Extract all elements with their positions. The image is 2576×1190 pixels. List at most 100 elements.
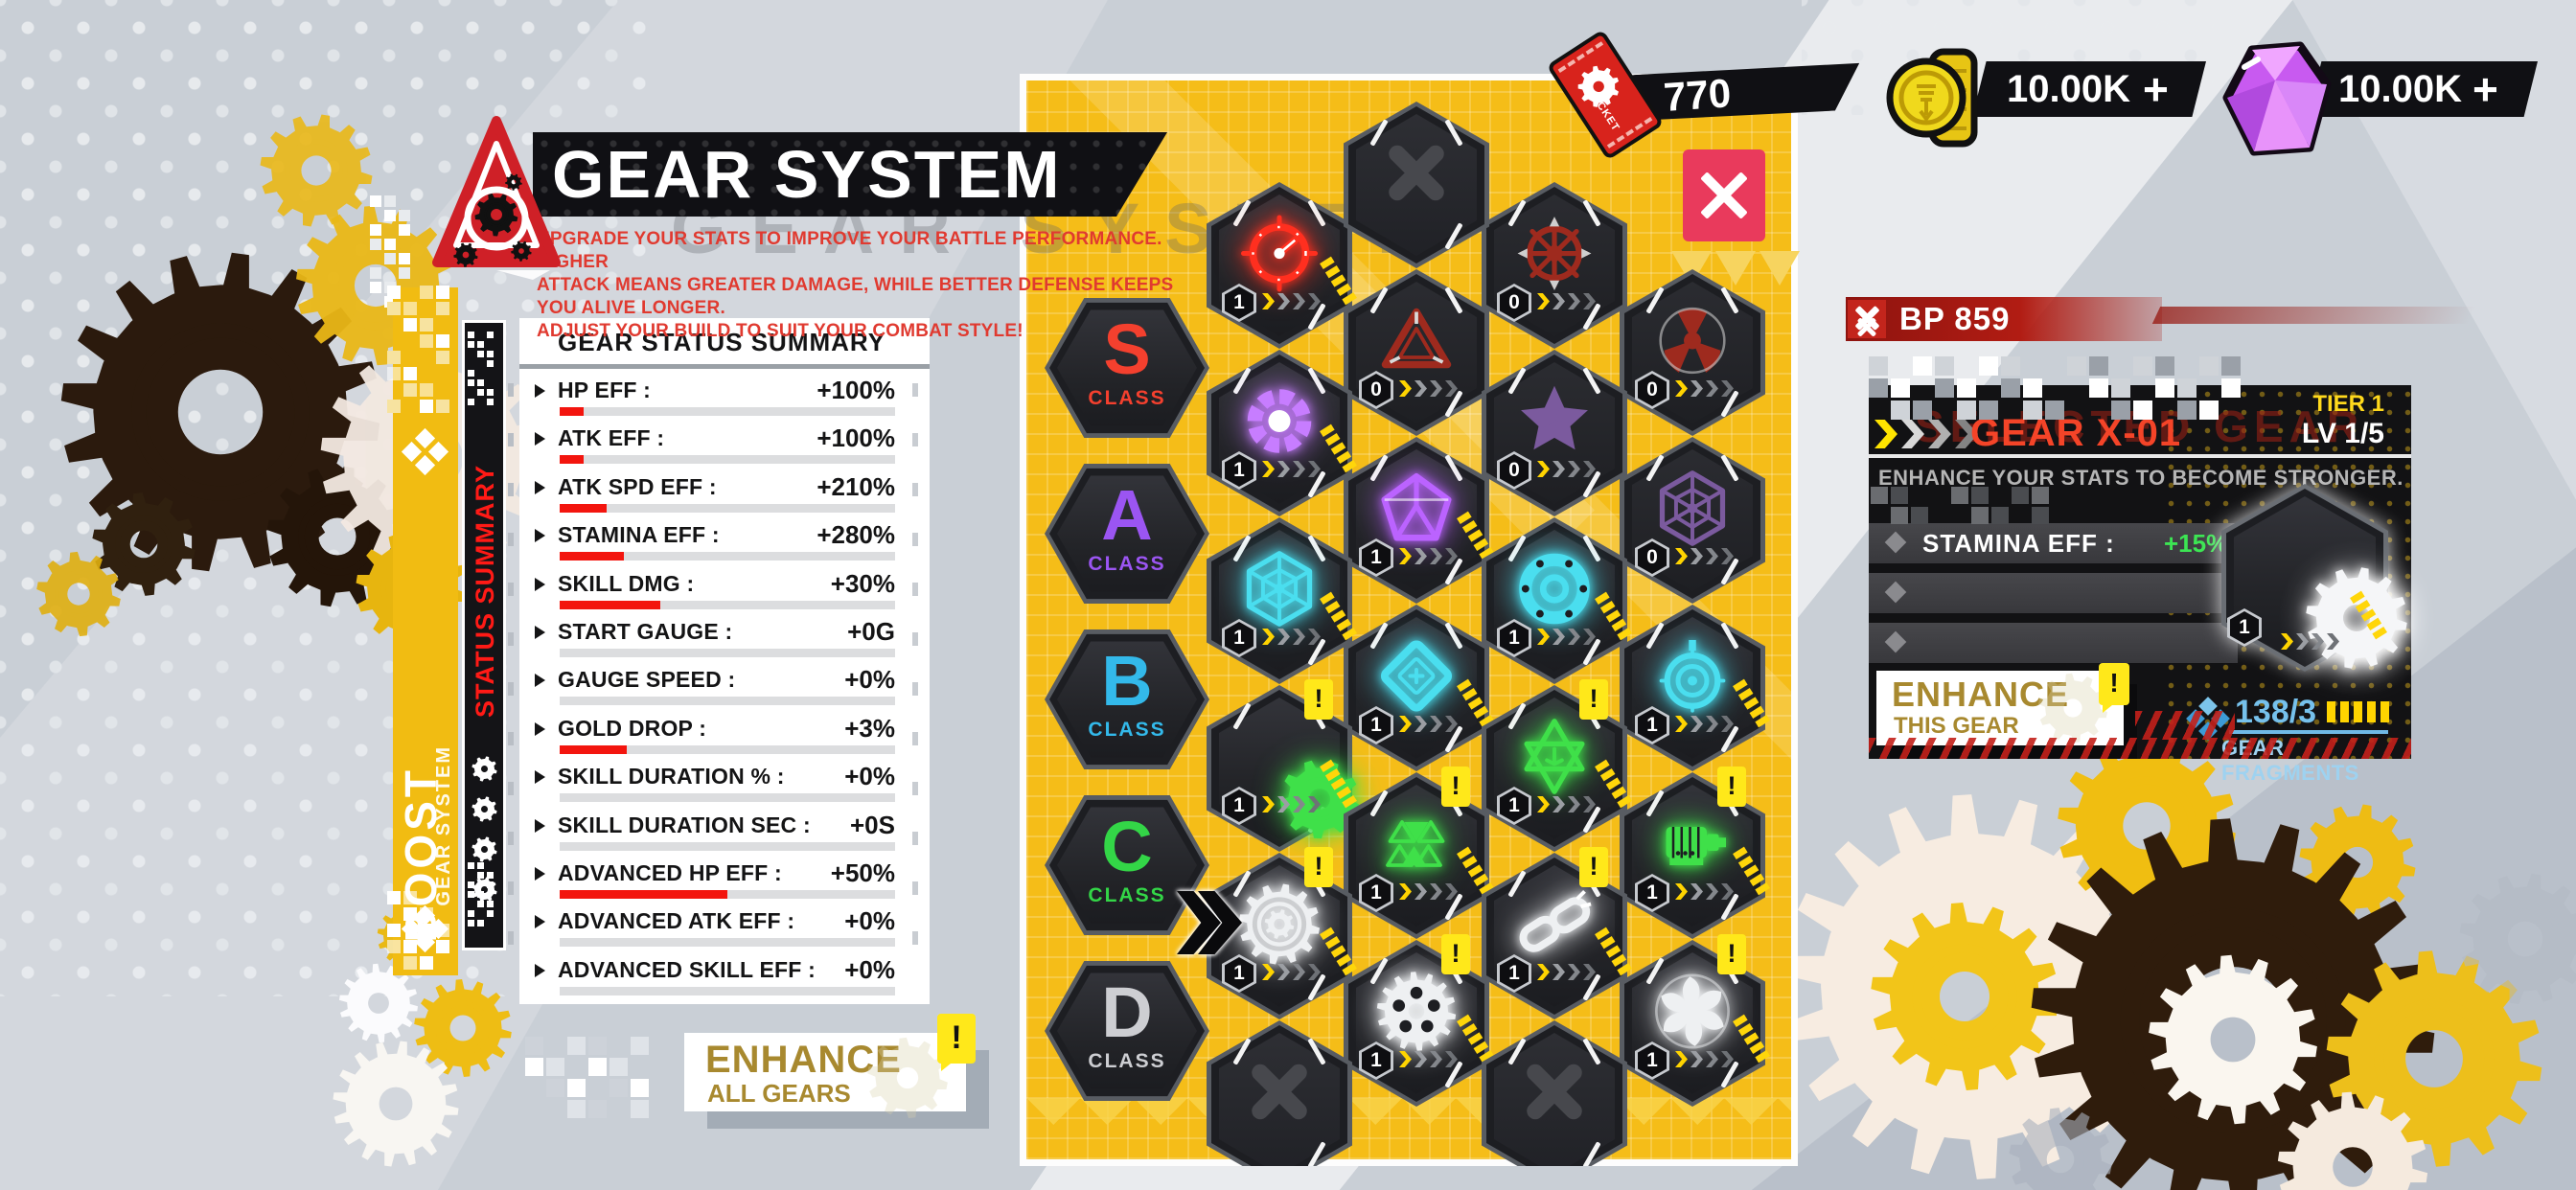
alert-badge: ! <box>1304 847 1333 887</box>
stat-label: START GAUGE : <box>558 619 733 644</box>
stat-value: +0G <box>847 617 895 646</box>
battle-power-banner: BP 859 <box>1846 297 2162 341</box>
status-row: ATK EFF : +100% <box>519 423 930 473</box>
row-marker-icon <box>535 818 545 833</box>
chevrons-icon <box>1537 461 1596 477</box>
selected-gear-tier: TIER 1 <box>2312 391 2384 417</box>
stat-value: +0% <box>844 906 895 936</box>
gear-hex-lattice[interactable]: 1 ! <box>1207 517 1357 684</box>
row-marker-icon <box>535 480 545 494</box>
stat-value: +0% <box>844 665 895 695</box>
divider <box>519 364 930 369</box>
gear-level-badge: 1 <box>1635 706 1669 744</box>
stat-progress-bar <box>560 407 895 416</box>
gear-icon <box>1241 1053 1318 1134</box>
empty-gear-slot: ! <box>1344 102 1489 268</box>
stat-value: +210% <box>816 471 895 501</box>
chevrons-icon <box>1262 964 1321 980</box>
gear-icon <box>1378 134 1455 216</box>
gear-spiderweb[interactable]: 0 ! <box>1620 437 1765 604</box>
gear-level-badge: 1 <box>1222 954 1256 993</box>
gear-star-pinwheel[interactable]: 0 ! <box>1482 350 1627 516</box>
coin-counter: 10.00K + <box>1972 61 2206 117</box>
chevrons-icon <box>1537 629 1596 645</box>
gear-radiation[interactable]: 0 ! <box>1620 269 1765 436</box>
gear-ball-bearing[interactable]: 1 ! <box>1482 517 1632 684</box>
alert-badge: ! <box>937 1014 976 1071</box>
class-letter: D <box>1101 973 1153 1052</box>
stat-progress-bar <box>560 503 895 513</box>
page-tagline: UPGRADE YOUR STATS TO IMPROVE YOUR BATTL… <box>537 229 1174 341</box>
status-row: STAMINA EFF : +280% <box>519 520 930 570</box>
stat-label: GAUGE SPEED : <box>558 667 736 693</box>
row-marker-icon <box>535 770 545 785</box>
gear-hexagram[interactable]: 1 ! <box>1482 679 1632 852</box>
stat-label: ADVANCED ATK EFF : <box>558 908 795 934</box>
gear-level-badge: 1 <box>1497 954 1531 993</box>
gear-speed-gauge[interactable]: 1 ! <box>1207 182 1357 349</box>
status-row: SKILL DURATION SEC : +0S <box>519 811 930 860</box>
gear-gyroscope[interactable]: 1 ! <box>1620 605 1770 771</box>
gear-icon <box>1514 380 1595 466</box>
gear-stat-label: STAMINA EFF : <box>1922 529 2115 558</box>
stat-progress-bar <box>560 744 895 754</box>
stat-value: +50% <box>830 858 895 887</box>
gear-icon <box>1236 881 1322 972</box>
gear-stat-row <box>1869 623 2238 663</box>
stat-value: +30% <box>830 568 895 598</box>
class-hex-b: B CLASS <box>1045 627 1209 772</box>
chevrons-icon <box>1537 293 1596 309</box>
gear-arc-reactor[interactable]: 1 ! <box>1207 350 1357 516</box>
enhance-all-gears-button[interactable]: ENHANCE ALL GEARS <box>684 1033 966 1119</box>
gear-turbine-fan[interactable]: 1 ! <box>1620 934 1770 1107</box>
class-letter: C <box>1101 807 1153 886</box>
gear-green-cog[interactable]: 1 ! <box>1207 679 1359 852</box>
chevrons-icon <box>1399 548 1458 564</box>
gear-motor[interactable]: 1 ! <box>1620 767 1770 939</box>
page-title: GEAR SYSTEM <box>552 137 1062 212</box>
add-coins-button[interactable]: + <box>2143 64 2169 114</box>
chevrons-icon <box>1262 629 1321 645</box>
gear-chain-links[interactable]: 1 ! <box>1482 847 1632 1019</box>
alert-badge: ! <box>1441 767 1470 807</box>
close-button[interactable] <box>1683 149 1765 241</box>
alert-badge: ! <box>1579 847 1608 887</box>
gear-spiked-wheel[interactable]: 0 ! <box>1482 182 1627 349</box>
gear-icon <box>1654 635 1731 721</box>
gear-level-badge: 0 <box>1635 538 1669 577</box>
enhance-this-label-2: THIS GEAR <box>1894 713 2019 739</box>
status-row: GOLD DROP : +3% <box>519 714 930 764</box>
chevrons-icon <box>1675 380 1734 397</box>
class-letter: A <box>1101 475 1153 555</box>
row-marker-icon <box>535 626 545 639</box>
gear-diamond-core[interactable]: 1 ! <box>1344 605 1494 771</box>
row-marker-icon <box>535 577 545 591</box>
class-hex-c: C CLASS <box>1045 792 1209 938</box>
purple-gem-icon <box>2222 41 2332 156</box>
chevrons-icon <box>1399 1051 1458 1067</box>
stat-label: SKILL DURATION SEC : <box>558 812 811 837</box>
status-row: SKILL DMG : +30% <box>519 568 930 619</box>
chevrons-icon <box>1537 964 1596 980</box>
gear-pentagon-core[interactable]: 1 ! <box>1344 437 1494 604</box>
add-gems-button[interactable]: + <box>2472 64 2498 114</box>
chevrons-icon <box>1675 716 1734 732</box>
enhance-this-gear-button[interactable]: ENHANCE THIS GEAR <box>1876 671 2124 745</box>
alert-badge: ! <box>2099 663 2129 713</box>
tab-status-summary[interactable]: STATUS SUMMARY <box>462 320 506 950</box>
status-summary-title: GEAR STATUS SUMMARY <box>558 328 886 356</box>
gear-triangle-emblem[interactable]: 0 ! <box>1344 269 1489 436</box>
empty-gear-slot: ! <box>1482 1020 1627 1166</box>
gear-triangle-cluster[interactable]: 1 ! <box>1344 767 1494 939</box>
gear-compound-cog[interactable]: 1 ! <box>1207 847 1357 1019</box>
gear-icon <box>1652 468 1733 553</box>
battle-power-value: BP 859 <box>1899 301 2011 336</box>
title-banner: GEAR SYSTEM <box>533 132 1167 217</box>
stat-label: HP EFF : <box>558 378 652 402</box>
gear-level-badge: 0 <box>1497 284 1531 322</box>
gear-spur-cog[interactable]: 1 ! <box>1344 934 1494 1107</box>
selected-gear-emblem: 1 <box>2221 484 2407 672</box>
alert-badge: ! <box>1717 934 1746 974</box>
gear-level-badge: 1 <box>1222 451 1256 490</box>
